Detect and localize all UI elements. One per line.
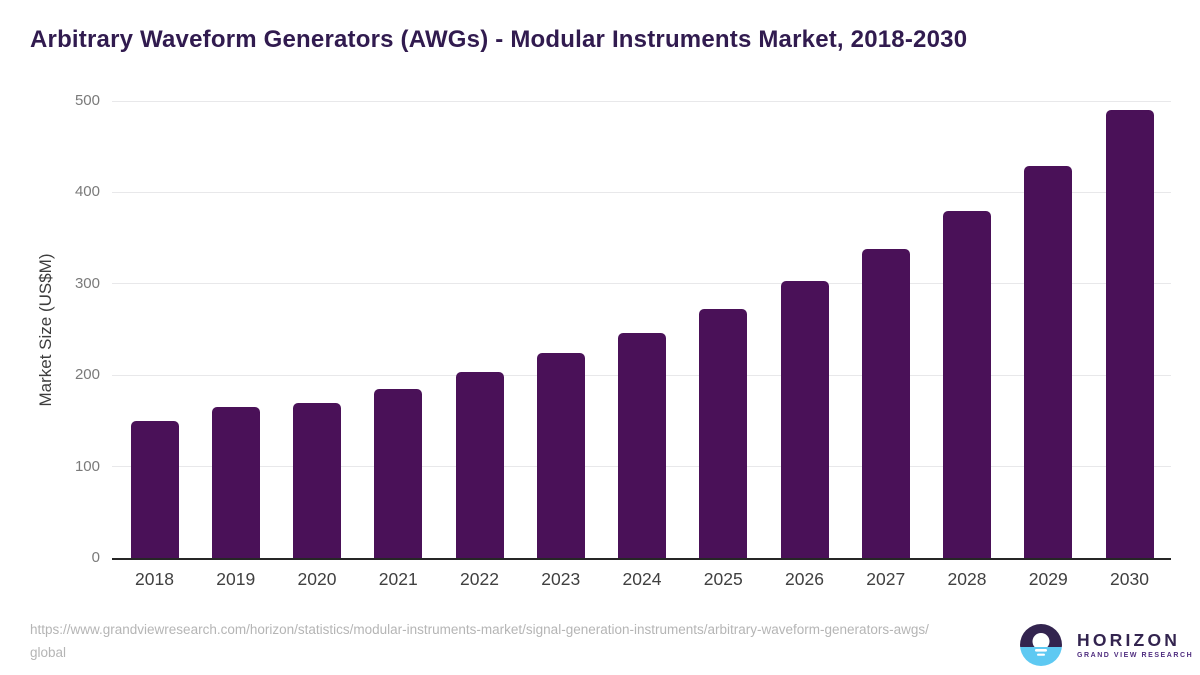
x-tick-label-2019: 2019 xyxy=(216,569,256,589)
bar-2021 xyxy=(374,388,423,558)
bar-2030 xyxy=(1105,110,1154,558)
x-tick-label-2021: 2021 xyxy=(378,569,418,589)
y-tick-label-0: 0 xyxy=(91,549,100,566)
bar-2024 xyxy=(618,333,666,558)
bar-2028 xyxy=(943,210,991,558)
gridline-300 xyxy=(112,283,1171,285)
horizon-logo: HORIZON GRAND VIEW RESEARCH xyxy=(1020,624,1193,666)
x-tick-label-2026: 2026 xyxy=(785,569,824,589)
logo-text: HORIZON GRAND VIEW RESEARCH xyxy=(1077,629,1194,659)
y-tick-label-400: 400 xyxy=(74,183,100,201)
bar-2025 xyxy=(699,309,748,558)
bar-2020 xyxy=(293,402,341,558)
x-tick-label-2030: 2030 xyxy=(1110,569,1149,589)
chart-title: Arbitrary Waveform Generators (AWGs) - M… xyxy=(30,26,968,53)
gridline-500 xyxy=(112,100,1171,102)
x-tick-label-2029: 2029 xyxy=(1028,569,1068,589)
x-tick-label-2018: 2018 xyxy=(135,569,174,589)
x-tick-label-2023: 2023 xyxy=(541,569,581,589)
x-tick-label-2022: 2022 xyxy=(460,569,499,589)
x-tick-label-2020: 2020 xyxy=(297,569,337,589)
y-tick-label-200: 200 xyxy=(74,366,100,384)
bar-2022 xyxy=(455,372,504,558)
horizon-sun-icon xyxy=(1020,624,1062,666)
x-tick-label-2024: 2024 xyxy=(622,569,662,589)
logo-subtitle: GRAND VIEW RESEARCH xyxy=(1077,651,1194,659)
logo-wordmark: HORIZON xyxy=(1077,629,1181,650)
y-tick-label-100: 100 xyxy=(74,457,100,475)
bar-2029 xyxy=(1024,165,1073,558)
gridline-400 xyxy=(112,191,1171,193)
x-tick-label-2025: 2025 xyxy=(703,569,743,589)
bar-2023 xyxy=(536,353,585,558)
bar-2026 xyxy=(780,281,829,558)
bar-2018 xyxy=(130,420,179,558)
x-tick-label-2028: 2028 xyxy=(947,569,987,589)
y-axis-tick-labels: 0 100 200 300 400 500 xyxy=(30,92,100,566)
bar-2027 xyxy=(861,249,910,558)
y-tick-label-500: 500 xyxy=(74,92,100,109)
plot-area: 2018 2019 2020 2021 2022 2023 2024 2025 2026 2027… xyxy=(112,100,1171,589)
x-tick-label-2027: 2027 xyxy=(866,569,906,589)
bar-2019 xyxy=(211,407,260,558)
source-url: https://www.grandviewresearch.com/horizo… xyxy=(30,622,929,660)
y-tick-label-300: 300 xyxy=(74,274,100,292)
